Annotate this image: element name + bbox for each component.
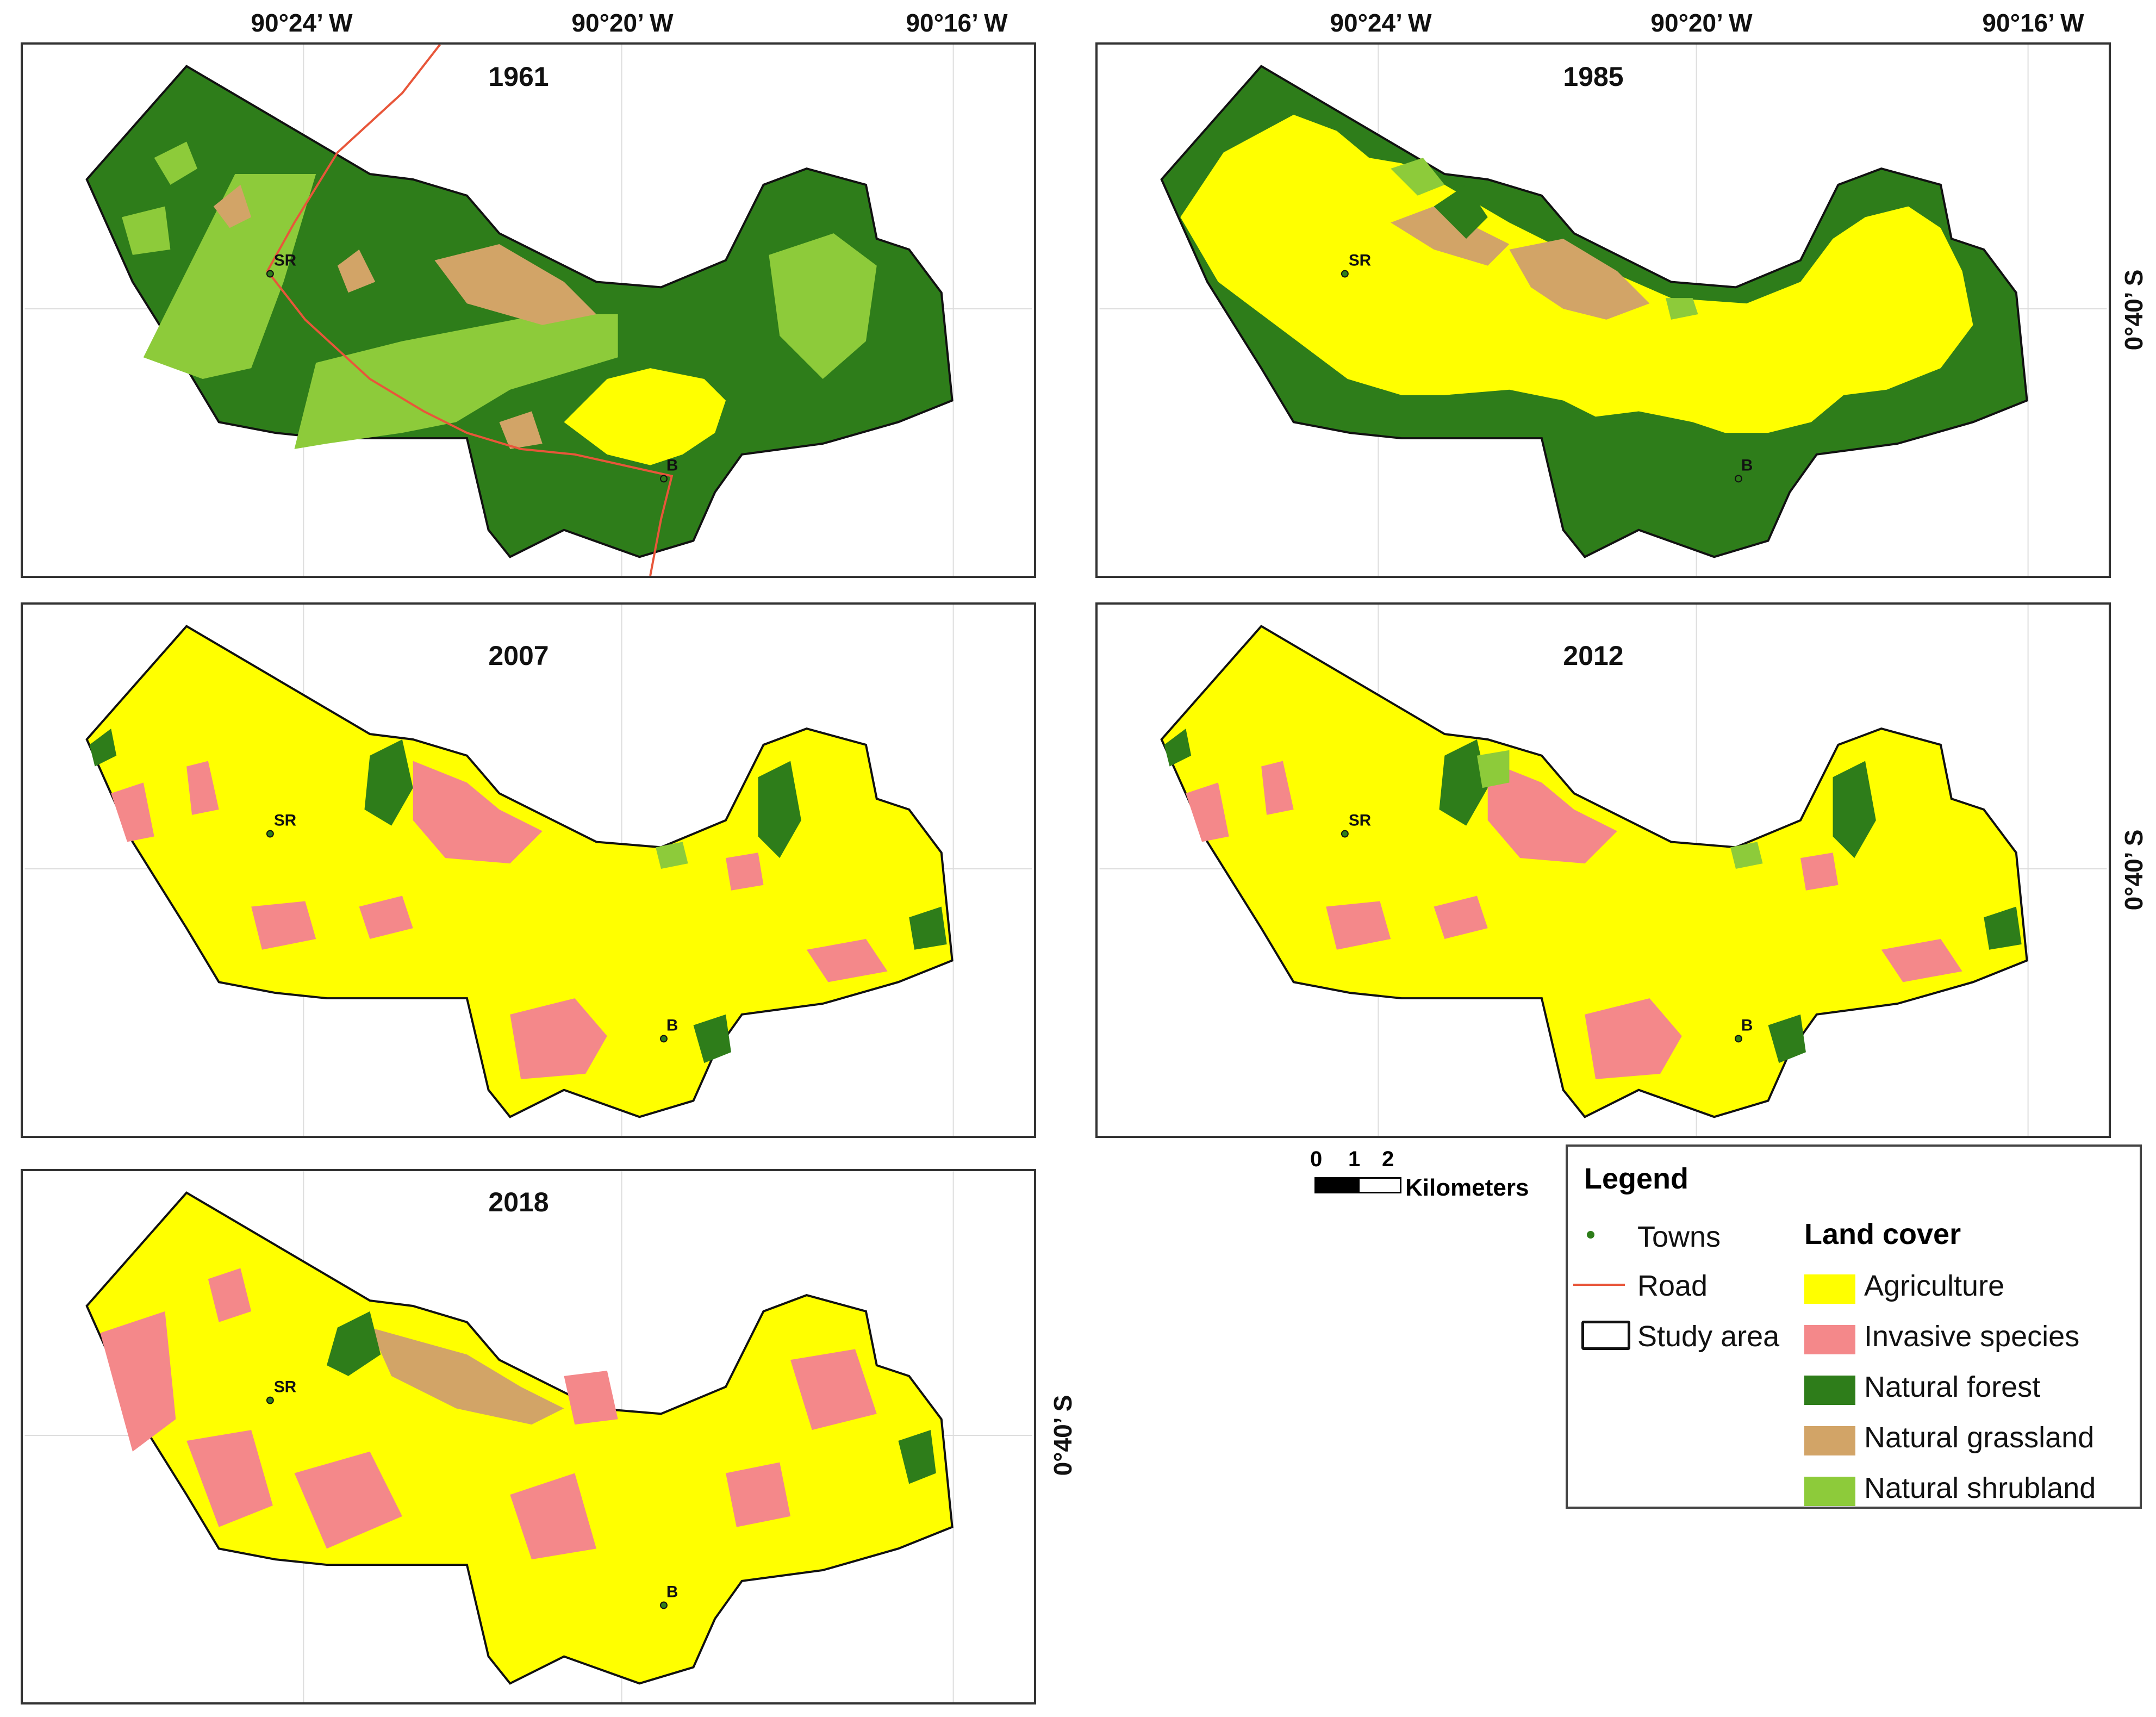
map-panel-1961: SR B 1961 [21,42,1036,578]
town-label-b-2007: B [666,1017,678,1035]
town-label-sr-1985: SR [1349,252,1371,270]
map-panel-2007: SR B 2007 [21,602,1036,1138]
year-title-1985: 1985 [1563,61,1624,92]
swatch-shrubland [1804,1477,1855,1506]
lon-label-left-2: 90°24’ W [1330,9,1432,37]
road-icon [1573,1284,1625,1286]
map-1985: SR B [1099,45,2107,576]
town-label-b-1985: B [1741,457,1753,475]
year-title-2007: 2007 [488,640,549,671]
year-title-2012: 2012 [1563,640,1624,671]
legend-forest: Natural forest [1864,1371,2041,1403]
lon-label-right-1: 90°16’ W [906,9,1008,37]
scale-tick-2: 2 [1382,1147,1394,1171]
swatch-grassland [1804,1426,1855,1455]
scale-tick-1: 1 [1348,1147,1361,1171]
lon-label-mid-1: 90°20’ W [571,9,674,37]
legend-invasive: Invasive species [1864,1320,2080,1353]
map-2007: SR B [24,605,1032,1136]
study-area-icon [1581,1321,1630,1350]
town-marker-sr-2007 [266,830,274,838]
swatch-agriculture [1804,1274,1855,1304]
study-area-1985 [1160,65,2028,558]
study-area-1961 [85,65,954,558]
town-marker-sr-1985 [1341,270,1349,278]
legend-towns: Towns [1637,1221,1721,1253]
scale-unit: Kilometers [1405,1174,1529,1201]
legend-title: Legend [1584,1162,1689,1195]
town-label-sr-2018: SR [274,1378,296,1396]
scale-segment-white [1358,1177,1401,1193]
lon-label-right-2: 90°16’ W [1982,9,2084,37]
swatch-invasive [1804,1325,1855,1354]
year-title-2018: 2018 [488,1187,549,1217]
year-title-1961: 1961 [488,61,549,92]
legend: Legend Towns Road Study area Land cover … [1566,1144,2142,1509]
lon-label-mid-2: 90°20’ W [1650,9,1753,37]
road-1961 [266,45,674,576]
town-marker-b-1961 [660,475,668,483]
legend-shrubland: Natural shrubland [1864,1472,2096,1504]
study-area-2012 [1160,625,2028,1118]
lat-label-2012: 0°40’ S [2120,829,2148,911]
legend-road: Road [1637,1270,1708,1302]
map-panel-2012: SR B 2012 [1095,602,2111,1138]
town-marker-b-2007 [660,1035,668,1043]
scale-tick-0: 0 [1310,1147,1323,1171]
legend-study-area: Study area [1637,1320,1780,1353]
legend-grassland: Natural grassland [1864,1421,2095,1454]
town-label-b-2018: B [666,1583,678,1601]
town-label-sr-2012: SR [1349,812,1371,830]
map-panel-2018: SR B 2018 [21,1169,1036,1704]
map-2012: SR B [1099,605,2107,1136]
town-marker-sr-2012 [1341,830,1349,838]
lat-label-1985: 0°40’ S [2120,269,2148,351]
town-label-b-2012: B [1741,1017,1753,1035]
study-area-2018 [85,1191,954,1685]
lon-label-left-1: 90°24’ W [251,9,353,37]
lat-label-2018: 0°40’ S [1049,1395,1077,1476]
town-label-b-1961: B [666,457,678,475]
town-marker-b-1985 [1735,475,1742,483]
town-marker-b-2018 [660,1601,668,1609]
map-2018: SR B [24,1171,1032,1702]
town-marker-sr-2018 [266,1396,274,1404]
towns-icon [1587,1231,1594,1239]
map-panel-1985: SR B 1985 [1095,42,2111,578]
map-1961: SR B [24,45,1032,576]
town-label-sr-2007: SR [274,812,296,830]
town-marker-b-2012 [1735,1035,1742,1043]
legend-agriculture: Agriculture [1864,1270,2005,1302]
town-marker-sr-1961 [266,270,274,278]
scale-segment-black [1314,1177,1358,1193]
town-label-sr-1961: SR [274,252,296,270]
swatch-forest [1804,1376,1855,1405]
study-area-2007 [85,625,954,1118]
legend-land-cover-title: Land cover [1804,1218,1961,1251]
